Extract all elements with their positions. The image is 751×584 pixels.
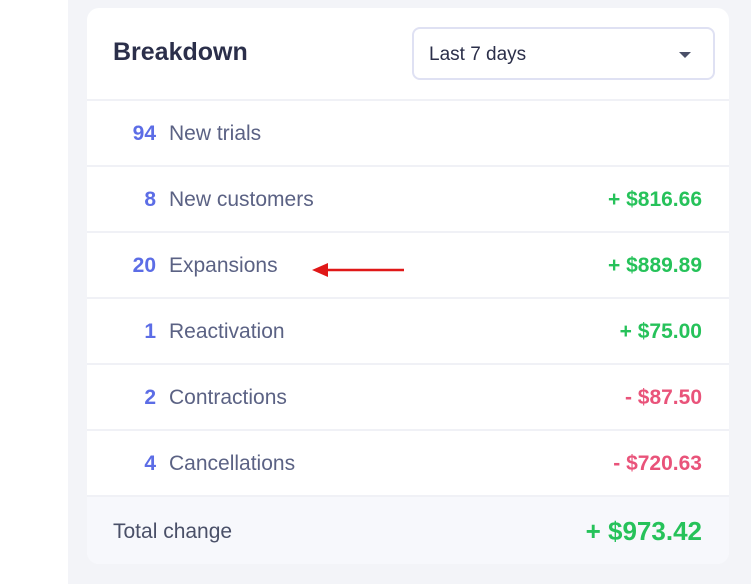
row-amount: - $720.63 bbox=[613, 452, 702, 475]
row-label: Contractions bbox=[169, 386, 287, 409]
row-count: 1 bbox=[144, 320, 156, 343]
breakdown-card: Breakdown Last 7 days 94 New trials 8 Ne… bbox=[87, 8, 729, 564]
total-change-amount: + $973.42 bbox=[585, 516, 702, 546]
card-header: Breakdown Last 7 days bbox=[87, 8, 729, 101]
breakdown-row-expansions[interactable]: 20 Expansions + $889.89 bbox=[87, 233, 729, 299]
period-dropdown[interactable]: Last 7 days bbox=[412, 27, 715, 80]
annotation-arrow-icon bbox=[312, 263, 404, 277]
row-amount: + $816.66 bbox=[607, 188, 702, 211]
row-label: Cancellations bbox=[169, 452, 296, 475]
row-label: Expansions bbox=[169, 254, 278, 277]
row-count: 20 bbox=[132, 254, 156, 277]
total-change-label: Total change bbox=[113, 520, 233, 543]
breakdown-row-contractions[interactable]: 2 Contractions - $87.50 bbox=[87, 365, 729, 431]
breakdown-row-new-customers[interactable]: 8 New customers + $816.66 bbox=[87, 167, 729, 233]
period-dropdown-value: Last 7 days bbox=[429, 44, 527, 65]
row-label: Reactivation bbox=[169, 320, 285, 343]
breakdown-row-cancellations[interactable]: 4 Cancellations - $720.63 bbox=[87, 431, 729, 497]
row-amount: + $75.00 bbox=[619, 320, 702, 343]
breakdown-row-new-trials[interactable]: 94 New trials bbox=[87, 101, 729, 167]
total-change-row: Total change + $973.42 bbox=[87, 497, 729, 564]
row-count: 94 bbox=[132, 122, 156, 145]
card-title: Breakdown bbox=[113, 38, 248, 66]
row-label: New customers bbox=[169, 188, 314, 211]
row-count: 2 bbox=[144, 386, 156, 409]
annotation-arrow-head bbox=[312, 263, 328, 277]
row-count: 4 bbox=[144, 452, 156, 475]
caret-down-icon bbox=[679, 52, 691, 58]
row-amount: - $87.50 bbox=[624, 386, 702, 409]
row-amount: + $889.89 bbox=[607, 254, 702, 277]
row-count: 8 bbox=[144, 188, 156, 211]
breakdown-row-reactivation[interactable]: 1 Reactivation + $75.00 bbox=[87, 299, 729, 365]
row-label: New trials bbox=[169, 122, 262, 145]
